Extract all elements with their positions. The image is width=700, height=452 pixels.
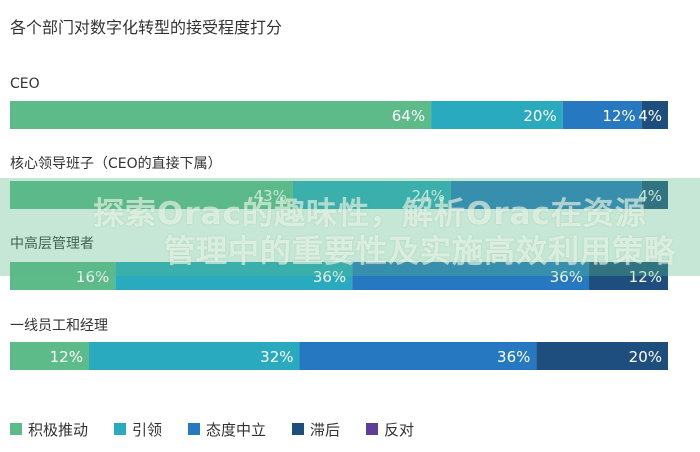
data-label: 20% xyxy=(629,348,662,366)
data-label: 16% xyxy=(76,268,109,286)
legend-swatch xyxy=(292,423,304,435)
data-label: 20% xyxy=(523,107,556,125)
data-label: 12% xyxy=(629,268,662,286)
category-label: 一线员工和经理 xyxy=(10,318,108,334)
bar-segment xyxy=(536,342,668,370)
bar-segment xyxy=(10,181,293,209)
bar-segment xyxy=(10,101,432,129)
data-label: 43% xyxy=(254,187,287,205)
bar-segment xyxy=(589,262,668,290)
data-label: 4% xyxy=(638,187,662,205)
bar-segment xyxy=(88,342,300,370)
legend-label: 反对 xyxy=(384,421,414,439)
bar-segment xyxy=(292,181,451,209)
data-label: 24% xyxy=(412,187,445,205)
bar-segment xyxy=(641,101,668,129)
bar-segment xyxy=(299,342,537,370)
legend-label: 滞后 xyxy=(310,421,340,439)
data-label: 36% xyxy=(497,348,530,366)
data-label: 12% xyxy=(50,348,83,366)
data-label: 64% xyxy=(392,107,425,125)
bar-segment xyxy=(450,181,642,209)
category-label: 中高层管理者 xyxy=(10,235,94,252)
data-label: 32% xyxy=(260,348,293,366)
data-label: 4% xyxy=(638,107,662,125)
data-label: 12% xyxy=(602,107,635,125)
legend-swatch xyxy=(188,423,200,435)
data-label: 36% xyxy=(313,268,346,286)
watermark-band xyxy=(0,178,700,276)
legend-label: 引领 xyxy=(132,421,162,439)
bar-segment xyxy=(641,181,668,209)
legend-label: 态度中立 xyxy=(206,421,266,439)
bar-segment xyxy=(10,262,116,290)
bar-segment xyxy=(10,342,89,370)
bar-segment xyxy=(431,101,563,129)
bar-segment xyxy=(352,262,590,290)
bar-segment xyxy=(115,262,353,290)
legend-label: 积极推动 xyxy=(28,421,88,439)
legend-swatch xyxy=(114,423,126,435)
data-label: 36% xyxy=(550,268,583,286)
category-label: CEO xyxy=(10,76,40,92)
legend-swatch xyxy=(366,423,378,435)
bar-segment xyxy=(562,101,642,129)
category-label: 核心领导班子（CEO的直接下属） xyxy=(10,155,222,172)
legend-swatch xyxy=(10,423,22,435)
watermark-line-2: 管理中的重要性及实施高效利用策略 xyxy=(164,234,676,270)
watermark-line-1: 探索Orac的趣味性，解析Orac在资源 xyxy=(93,196,647,232)
chart-title: 各个部门对数字化转型的接受程度打分 xyxy=(10,18,282,37)
